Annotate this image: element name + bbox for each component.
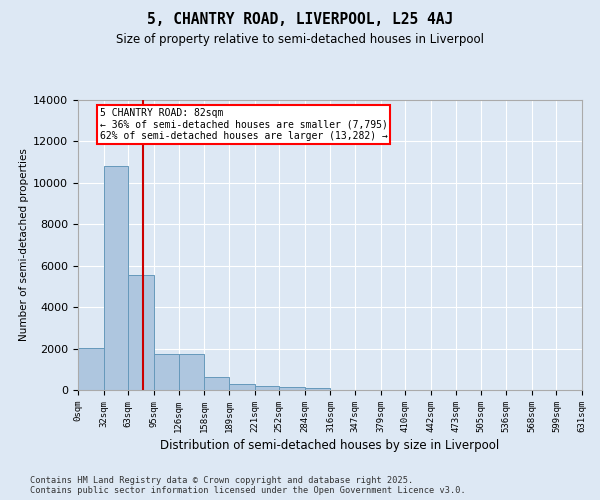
- Text: 5 CHANTRY ROAD: 82sqm
← 36% of semi-detached houses are smaller (7,795)
62% of s: 5 CHANTRY ROAD: 82sqm ← 36% of semi-deta…: [100, 108, 388, 142]
- Bar: [179, 354, 204, 390]
- Bar: [305, 388, 331, 390]
- Bar: [204, 377, 229, 390]
- Text: Size of property relative to semi-detached houses in Liverpool: Size of property relative to semi-detach…: [116, 32, 484, 46]
- Bar: [154, 354, 179, 390]
- Bar: [104, 166, 128, 390]
- Bar: [279, 386, 305, 390]
- Y-axis label: Number of semi-detached properties: Number of semi-detached properties: [19, 148, 29, 342]
- Text: Contains HM Land Registry data © Crown copyright and database right 2025.
Contai: Contains HM Land Registry data © Crown c…: [30, 476, 466, 495]
- Bar: [128, 275, 154, 390]
- Text: 5, CHANTRY ROAD, LIVERPOOL, L25 4AJ: 5, CHANTRY ROAD, LIVERPOOL, L25 4AJ: [147, 12, 453, 28]
- X-axis label: Distribution of semi-detached houses by size in Liverpool: Distribution of semi-detached houses by …: [160, 439, 500, 452]
- Bar: [229, 384, 254, 390]
- Bar: [254, 386, 279, 390]
- Bar: [78, 348, 104, 390]
